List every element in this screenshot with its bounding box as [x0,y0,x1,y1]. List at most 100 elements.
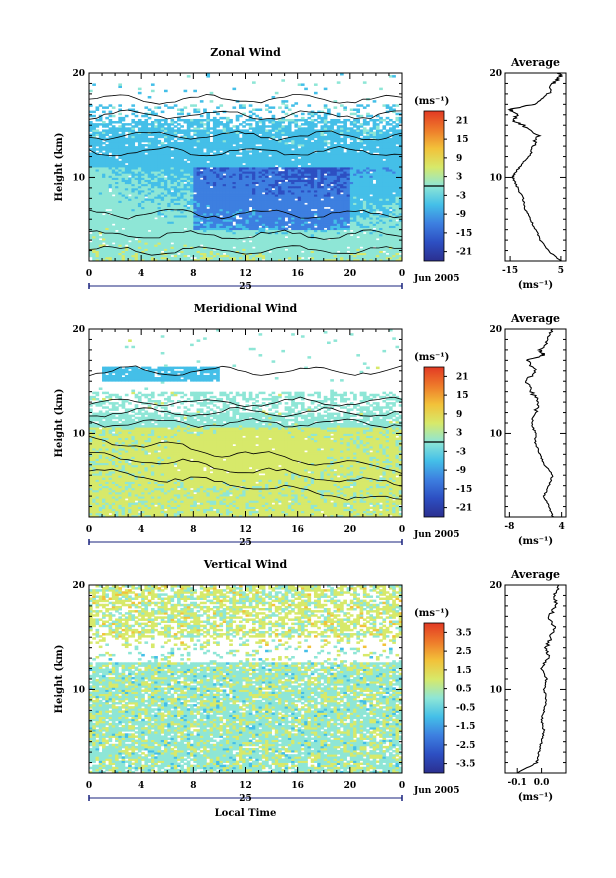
heatmap-cell [171,244,175,246]
heatmap-cell [135,240,139,242]
heatmap-cell [99,240,103,242]
heatmap-cell [249,154,253,156]
heatmap-cell [360,213,364,215]
heatmap-cell [288,225,292,227]
heatmap-cell [327,209,331,211]
heatmap-cell [255,186,259,188]
heatmap-cell [206,209,210,211]
heatmap-cell [285,182,289,184]
heatmap-cell [161,217,165,219]
heatmap-cell [294,200,298,202]
heatmap-cell [213,152,217,154]
heatmap-cell [320,200,324,202]
heatmap-cell [171,159,175,161]
heatmap-cell [223,175,227,177]
heatmap-cell [89,242,93,244]
heatmap-cell [171,192,175,194]
heatmap-cell [109,215,113,217]
heatmap-cell [203,152,207,154]
heatmap-cell [112,225,116,227]
heatmap-cell [389,211,393,213]
heatmap-cell [109,192,113,194]
heatmap-cell [330,186,334,188]
heatmap-cell [259,228,263,230]
heatmap-cell [369,196,373,198]
heatmap-cell [395,221,399,223]
heatmap-cell [272,190,276,192]
heatmap-cell [125,165,129,167]
heatmap-cell [304,180,308,182]
heatmap-cell [128,177,132,179]
heatmap-cell [291,161,295,163]
heatmap-cell [112,244,116,246]
heatmap-cell [236,219,240,221]
heatmap-cell [285,228,289,230]
heatmap-cell [193,148,197,150]
heatmap-cell [232,248,236,250]
heatmap-cell [122,230,126,232]
heatmap-cell [392,194,396,196]
heatmap-cell [262,194,266,196]
heatmap-cell [373,184,377,186]
heatmap-cell [298,148,302,150]
heatmap-cell [128,242,132,244]
heatmap-cell [301,253,305,255]
heatmap-cell [242,165,246,167]
heatmap-cell [298,159,302,161]
heatmap-cell [112,196,116,198]
heatmap-cell [363,234,367,236]
heatmap-cell [184,184,188,186]
heatmap-cell [285,221,289,223]
heatmap-cell [96,148,100,150]
heatmap-cell [210,169,214,171]
heatmap-cell [311,211,315,213]
heatmap-cell [184,161,188,163]
heatmap-cell [89,234,93,236]
heatmap-cell [226,154,230,156]
heatmap-cell [128,219,132,221]
heatmap-cell [291,150,295,152]
heatmap-cell [187,257,191,259]
heatmap-cell [327,152,331,154]
heatmap-cell [232,225,236,227]
heatmap-cell [373,248,377,250]
panel-title: Zonal Wind [210,46,281,59]
heatmap-cell [298,167,302,169]
heatmap-cell [347,248,351,250]
heatmap-cell [171,150,175,152]
heatmap-cell [356,152,360,154]
heatmap-cell [223,255,227,257]
heatmap-cell [259,152,263,154]
heatmap-cell [236,157,240,159]
heatmap-cell [213,251,217,253]
heatmap-cell [386,255,390,257]
heatmap-cell [382,161,386,163]
heatmap-cell [281,171,285,173]
heatmap-cell [285,251,289,253]
heatmap-cell [343,152,347,154]
heatmap-cell [239,157,243,159]
heatmap-cell [109,157,113,159]
heatmap-cell [324,230,328,232]
heatmap-cell [285,238,289,240]
heatmap-cell [340,194,344,196]
heatmap-cell [356,238,360,240]
heatmap-cell [307,165,311,167]
heatmap-cell [128,196,132,198]
heatmap-cell [118,161,122,163]
heatmap-cell [177,255,181,257]
heatmap-cell [265,230,269,232]
heatmap-cell [314,211,318,213]
heatmap-cell [249,150,253,152]
heatmap-cell [307,223,311,225]
heatmap-cell [268,177,272,179]
heatmap-cell [324,175,328,177]
heatmap-cell [99,236,103,238]
heatmap-cell [89,152,93,154]
heatmap-cell [144,154,148,156]
heatmap-cell [347,225,351,227]
heatmap-cell [324,209,328,211]
heatmap-cell [369,173,373,175]
